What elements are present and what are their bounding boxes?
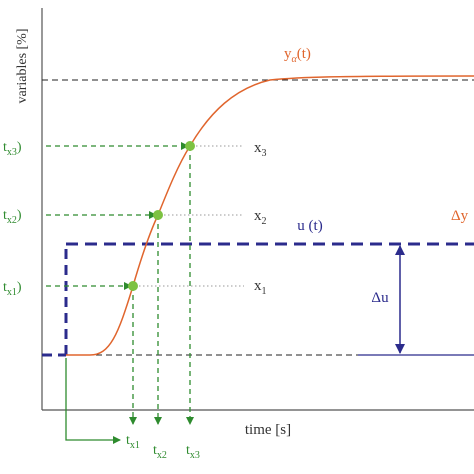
x-axis-label: time [s] [245, 422, 291, 438]
input-label: u (t) [297, 218, 322, 234]
y-axis-label: variables [%] [15, 28, 30, 103]
y-tick-tx3: tx3) [3, 140, 22, 158]
point-label-x1: x1 [254, 278, 267, 297]
y-tick-tx2: tx2) [3, 208, 22, 226]
delta-y-label: Δy [451, 208, 469, 224]
y-tick-tx1: tx1) [3, 280, 22, 298]
point-x1 [128, 281, 138, 291]
x-tick-tx2: tx2 [153, 443, 167, 461]
point-x3 [185, 141, 195, 151]
point-x2 [153, 210, 163, 220]
point-label-x2: x2 [254, 208, 267, 227]
point-label-x3: x3 [254, 140, 267, 159]
dead-time-bracket [65, 358, 121, 444]
response-label: yα(t) [284, 46, 311, 65]
response-curve [66, 75, 474, 356]
delta-u-label: Δu [371, 290, 389, 306]
x-tick-tx1: tx1 [126, 433, 140, 451]
x-tick-tx3: tx3 [186, 443, 200, 461]
